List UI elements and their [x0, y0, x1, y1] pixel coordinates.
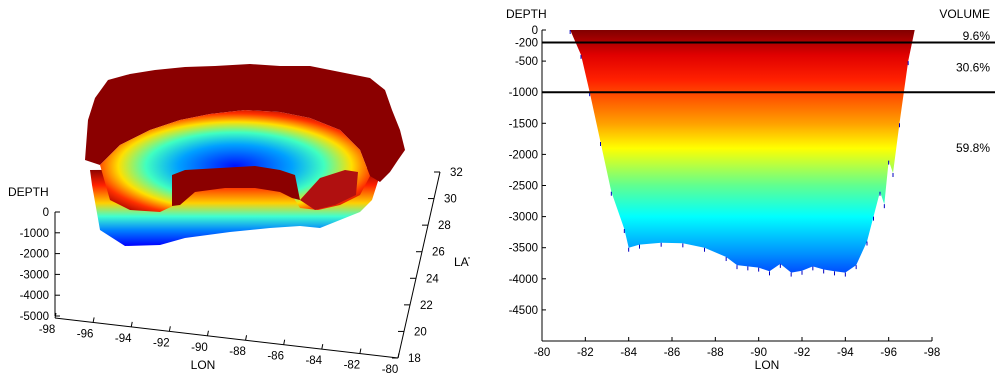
lon-tick-mark: [321, 344, 324, 350]
lat-axis-line: [397, 171, 441, 359]
volume-percent-label: 9.6%: [963, 29, 991, 43]
lon-tick-mark: [206, 330, 209, 336]
lat-tick-label: 26: [432, 247, 445, 259]
lat-tick-label: 32: [450, 167, 463, 179]
surface-front-ridge: [172, 166, 300, 206]
depth-tick-label: -500: [515, 56, 538, 68]
volume-title: VOLUME: [939, 7, 990, 21]
lat-tick-label: 18: [408, 353, 421, 365]
lat-tick-label: 30: [444, 194, 457, 206]
lon-tick-label: -98: [39, 324, 56, 336]
lon-tick-label: -98: [924, 347, 941, 359]
lon-tick-label: -86: [267, 351, 284, 363]
lon-tick-label: -88: [229, 346, 246, 358]
lat-tick-label: 28: [438, 220, 451, 232]
depth-tick-label: -4000: [509, 274, 538, 286]
lon-tick-label: -96: [77, 328, 94, 340]
depth-tick-label: -3000: [20, 269, 49, 281]
depth-tick-label: -5000: [20, 311, 49, 323]
surface-body: [85, 64, 405, 246]
depth-axis-label: DEPTH: [8, 185, 49, 199]
lat-tick-label: 20: [414, 326, 427, 338]
depth-tick-label: -2500: [509, 181, 538, 193]
lon-tick-label: -90: [191, 342, 208, 354]
depth-tick-label: -2000: [20, 249, 49, 261]
depth-profile-chart: 0 -200 -500 -1000 -1500 -2000 -2500 -3000 -3500 -…: [480, 0, 995, 375]
volume-percent-label: 59.8%: [956, 141, 990, 155]
lon-axis-label: LON: [755, 358, 780, 372]
lon-tick-mark: [130, 321, 133, 327]
lon-tick-mark: [283, 339, 286, 345]
depth-tick-label: -1500: [509, 118, 538, 130]
lon-tick-mark: [92, 317, 95, 323]
depth-tick-label: -4000: [20, 290, 49, 302]
depth-axis-label: DEPTH: [506, 7, 547, 21]
depth-profile-area: [570, 30, 915, 273]
depth-tick-label: -3000: [509, 212, 538, 224]
depth-tick-label: -1000: [509, 87, 538, 99]
surface-3d-chart: -98 -96 -94 -92 -90 -88 -86 -84 -82 -80 LON 18 20 22 2…: [0, 0, 476, 376]
lon-tick-label: -94: [115, 333, 132, 345]
surface-basin: [100, 110, 370, 212]
lon-tick-label: -96: [880, 347, 897, 359]
lat-tick-label: 22: [420, 300, 433, 312]
lon-tick-label: -82: [577, 347, 594, 359]
lon-axis-line: [54, 317, 399, 359]
depth-tick-label: -4500: [509, 305, 538, 317]
lon-tick-label: -92: [794, 347, 811, 359]
lon-tick-label: -94: [837, 347, 854, 359]
lon-tick-label: -84: [620, 347, 637, 359]
lon-tick-label: -88: [707, 347, 724, 359]
depth-profile-svg: 0-200 -500 -1000 -1500 -2000 -2500 -3000 -3500 -…: [506, 7, 995, 372]
lat-axis-label: LAT: [454, 255, 470, 269]
lon-tick-label: -80: [534, 347, 551, 359]
depth-tick-label: -1000: [20, 228, 49, 240]
lon-tick-label: -80: [382, 364, 399, 375]
lon-tick-mark: [359, 348, 362, 354]
surface-3d-svg: -98 -96 -94 -92 -90 -88 -86 -84 -82 -80 LON 18 20 22 2…: [8, 64, 476, 376]
surface-east-ridge: [300, 170, 358, 210]
depth-tick-label: -200: [515, 37, 538, 49]
lon-tick-mark: [168, 326, 171, 332]
depth-tick-label: -2000: [509, 149, 538, 161]
volume-percent-label: 30.6%: [956, 60, 990, 74]
lon-tick-mark: [245, 335, 248, 341]
lon-tick-label: -90: [750, 347, 767, 359]
lon-tick-label: -92: [153, 337, 170, 349]
depth-tick-label: 0: [43, 207, 49, 219]
depth-tick-label: 0: [532, 25, 538, 37]
depth-tick-label: -3500: [509, 243, 538, 255]
lat-tick-label: 24: [426, 273, 439, 285]
lon-axis-label: LON: [191, 358, 216, 372]
surface-shelf: [85, 64, 405, 182]
lon-tick-label: -84: [305, 355, 322, 367]
lon-tick-label: -82: [344, 360, 361, 372]
lon-tick-label: -86: [664, 347, 681, 359]
